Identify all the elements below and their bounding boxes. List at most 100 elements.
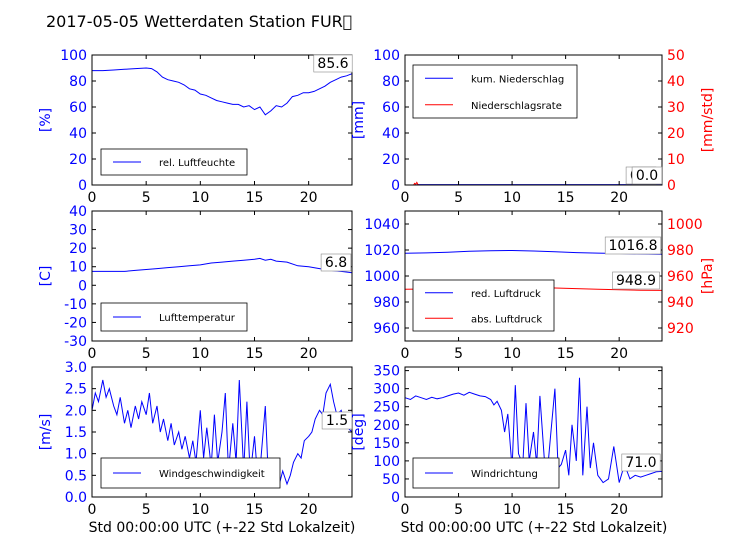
y-tick-label-precipitation-4: 80 (382, 74, 400, 90)
legend-label-temperature-0: Lufttemperatur (159, 313, 236, 324)
y-tick-label-winddirection-4: 200 (373, 418, 400, 434)
x-tick-label-winddirection-1: 5 (454, 502, 463, 518)
last-value-label-pressure-1: 948.9 (616, 273, 656, 289)
series-line-windspeed-0 (91, 379, 353, 486)
y-axis-label-precipitation: [mm] (351, 101, 367, 139)
y-tick-label-right-precipitation-0: 0 (667, 178, 676, 194)
legend-winddirection: Windrichtung (412, 457, 560, 489)
x-tick-label-winddirection-3: 15 (557, 502, 575, 518)
y-tick-label-winddirection-6: 300 (373, 382, 400, 398)
y-tick-label-precipitation-5: 100 (373, 48, 400, 64)
y-tick-label-windspeed-4: 2.0 (65, 403, 87, 419)
y-tick-label-winddirection-5: 250 (373, 400, 400, 416)
y-tick-label-windspeed-6: 3.0 (65, 360, 87, 376)
legend-precipitation: kum. Niederschlag Niederschlagsrate (412, 64, 578, 119)
y-tick-label-humidity-2: 40 (69, 126, 87, 142)
plot-frame-humidity (91, 54, 353, 186)
last-value-box-temperature-0 (320, 253, 352, 272)
y-tick-label-temperature-3: 0 (78, 278, 87, 294)
legend-temperature: Lufttemperatur (100, 302, 248, 332)
y-tick-label-winddirection-7: 350 (373, 364, 400, 380)
x-tick-label-humidity-3: 15 (246, 190, 264, 206)
last-value-box-pressure-0 (604, 236, 662, 255)
y-tick-label-winddirection-1: 50 (382, 472, 400, 488)
y-tick-label-temperature-0: -30 (64, 334, 87, 350)
x-tick-label-temperature-4: 20 (300, 346, 318, 362)
y-tick-label-right-precipitation-3: 30 (667, 100, 685, 116)
x-tick-label-windspeed-3: 15 (246, 502, 264, 518)
y-tick-label-humidity-4: 80 (69, 74, 87, 90)
y-tick-label-right-pressure-0: 920 (667, 321, 694, 337)
x-tick-label-winddirection-0: 0 (401, 502, 410, 518)
x-tick-label-humidity-0: 0 (88, 190, 97, 206)
series-line-humidity-0 (92, 67, 353, 116)
plot-frame-temperature (91, 210, 353, 342)
y-tick-label-windspeed-5: 2.5 (65, 382, 87, 398)
x-axis-label-left: Std 00:00:00 UTC (+-22 Std Lokalzeit) (89, 520, 356, 536)
last-value-label-precipitation-1: 0.0 (636, 168, 658, 184)
x-tick-label-humidity-1: 5 (142, 190, 151, 206)
y-tick-label-humidity-3: 60 (69, 100, 87, 116)
x-tick-label-pressure-2: 10 (503, 346, 521, 362)
y-tick-label-right-pressure-4: 1000 (667, 217, 703, 233)
y-tick-label-precipitation-3: 60 (382, 100, 400, 116)
x-tick-label-winddirection-2: 10 (503, 502, 521, 518)
last-value-box-windspeed-0 (321, 411, 353, 430)
y-tick-label-precipitation-0: 0 (391, 178, 400, 194)
legend-box-precipitation (412, 64, 578, 119)
y-axis-label-windspeed: [m/s] (38, 414, 54, 451)
y-tick-label-windspeed-1: 0.5 (65, 468, 87, 484)
panel-winddirection: 0 5 10 15 20050100150200250300350[deg]Windri… (351, 364, 663, 518)
x-tick-label-windspeed-4: 20 (300, 502, 318, 518)
x-tick-label-precipitation-2: 10 (503, 190, 521, 206)
y-tick-label-pressure-3: 1020 (364, 243, 400, 259)
y-tick-label-precipitation-1: 20 (382, 152, 400, 168)
x-tick-label-pressure-1: 5 (454, 346, 463, 362)
y-tick-label-winddirection-0: 0 (391, 490, 400, 506)
x-tick-label-precipitation-3: 15 (557, 190, 575, 206)
y-tick-label-right-pressure-2: 960 (667, 269, 694, 285)
x-tick-label-precipitation-4: 20 (610, 190, 628, 206)
y-tick-label-temperature-1: -20 (64, 315, 87, 331)
x-tick-label-winddirection-4: 20 (610, 502, 628, 518)
last-value-box-humidity-0 (313, 54, 353, 73)
x-tick-label-precipitation-1: 5 (454, 190, 463, 206)
x-tick-label-temperature-1: 5 (142, 346, 151, 362)
last-value-box-winddirection-0 (621, 453, 661, 472)
y-tick-label-humidity-1: 20 (69, 152, 87, 168)
last-value-label-winddirection-0: 71.0 (625, 455, 656, 471)
y-tick-label-temperature-7: 40 (69, 204, 87, 220)
legend-label-winddirection-0: Windrichtung (471, 469, 538, 480)
y-tick-label-right-precipitation-2: 20 (667, 126, 685, 142)
legend-pressure: red. Luftdruck abs. Luftdruck (412, 279, 555, 332)
x-tick-label-windspeed-2: 10 (191, 502, 209, 518)
y-tick-label-windspeed-0: 0.0 (65, 490, 87, 506)
last-value-label-temperature-0: 6.8 (325, 255, 347, 271)
plot-frame-winddirection (404, 366, 663, 498)
x-axis-label-right: Std 00:00:00 UTC (+-22 Std Lokalzeit) (401, 520, 668, 536)
x-tick-label-humidity-2: 10 (191, 190, 209, 206)
panel-temperature: 0 5 10 15 20 -30 -20 -10 0 10 20 30 40 [C] Lufttempera… (38, 204, 353, 362)
plot-frame-precipitation (404, 54, 663, 186)
y-axis-label-right-pressure: [hPa] (700, 258, 716, 294)
y-tick-label-right-pressure-1: 940 (667, 295, 694, 311)
x-tick-label-temperature-0: 0 (88, 346, 97, 362)
last-value-label-pressure-0: 1016.8 (609, 238, 658, 254)
series-line-temperature-0 (92, 257, 353, 274)
x-tick-label-humidity-4: 20 (300, 190, 318, 206)
x-tick-label-temperature-2: 10 (191, 346, 209, 362)
x-tick-label-windspeed-0: 0 (88, 502, 97, 518)
y-axis-label-winddirection: [deg] (351, 413, 367, 450)
y-tick-label-right-precipitation-5: 50 (667, 48, 685, 64)
y-tick-label-windspeed-2: 1.0 (65, 447, 87, 463)
last-value-label-windspeed-0: 1.5 (326, 413, 348, 429)
figure-title: 2017-05-05 Wetterdaten Station FUR  (46, 12, 352, 31)
y-tick-label-right-precipitation-4: 40 (667, 74, 685, 90)
x-tick-label-temperature-3: 15 (246, 346, 264, 362)
x-tick-label-precipitation-0: 0 (401, 190, 410, 206)
legend-label-precipitation-1: Niederschlagsrate (471, 101, 562, 112)
panel-precipitation: 0 5 10 15 20 0 20 40 60 80 100 0 10 20 30 40 50 [mm] [mm/s… (351, 48, 716, 206)
y-tick-label-winddirection-2: 100 (373, 454, 400, 470)
legend-label-precipitation-0: kum. Niederschlag (471, 74, 564, 85)
